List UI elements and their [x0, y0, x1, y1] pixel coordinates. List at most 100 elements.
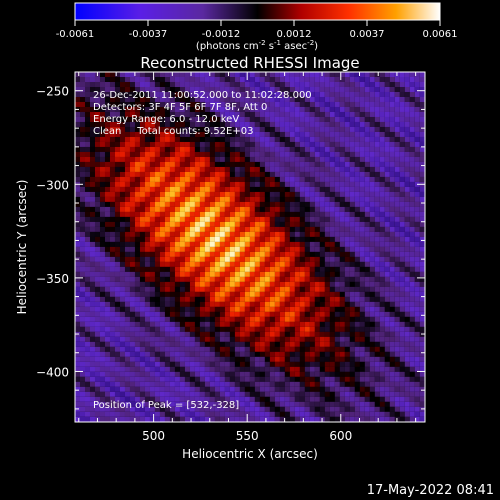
- heatmap-cell: [114, 236, 120, 242]
- heatmap-cell: [424, 121, 425, 127]
- heatmap-cell: [294, 296, 300, 302]
- heatmap-cell: [139, 251, 145, 257]
- heatmap-cell: [134, 126, 140, 132]
- heatmap-cell: [139, 316, 145, 322]
- heatmap-cell: [199, 401, 205, 407]
- heatmap-cell: [124, 171, 130, 177]
- heatmap-cell: [119, 271, 125, 277]
- heatmap-cell: [174, 421, 180, 422]
- heatmap-cell: [394, 371, 400, 377]
- heatmap-cell: [264, 311, 270, 317]
- heatmap-cell: [144, 286, 150, 292]
- heatmap-cell: [189, 146, 195, 152]
- heatmap-cell: [414, 346, 420, 352]
- heatmap-cell: [344, 156, 350, 162]
- heatmap-cell: [314, 116, 320, 122]
- heatmap-cell: [184, 266, 190, 272]
- heatmap-cell: [134, 346, 140, 352]
- heatmap-cell: [229, 91, 235, 97]
- heatmap-cell: [374, 141, 380, 147]
- heatmap-cell: [234, 86, 240, 92]
- heatmap-cell: [354, 171, 360, 177]
- heatmap-cell: [404, 151, 410, 157]
- heatmap-cell: [319, 196, 325, 202]
- heatmap-cell: [244, 316, 250, 322]
- heatmap-cell: [209, 331, 215, 337]
- heatmap-cell: [79, 421, 85, 422]
- heatmap-cell: [414, 236, 420, 242]
- heatmap-cell: [379, 276, 385, 282]
- heatmap-cell: [379, 341, 385, 347]
- heatmap-cell: [304, 331, 310, 337]
- heatmap-cell: [354, 266, 360, 272]
- heatmap-cell: [374, 251, 380, 257]
- heatmap-cell: [324, 251, 330, 257]
- heatmap-cell: [104, 181, 110, 187]
- heatmap-cell: [389, 121, 395, 127]
- heatmap-cell: [239, 211, 245, 217]
- heatmap-cell: [129, 216, 135, 222]
- heatmap-cell: [194, 72, 200, 77]
- heatmap-cell: [299, 131, 305, 137]
- heatmap-cell: [179, 206, 185, 212]
- heatmap-cell: [84, 176, 90, 182]
- heatmap-cell: [239, 276, 245, 282]
- heatmap-cell: [329, 126, 335, 132]
- heatmap-cell: [409, 141, 415, 147]
- heatmap-cell: [354, 201, 360, 207]
- heatmap-cell: [254, 116, 260, 122]
- heatmap-cell: [374, 261, 380, 267]
- heatmap-cell: [329, 191, 335, 197]
- heatmap-cell: [334, 206, 340, 212]
- heatmap-cell: [314, 276, 320, 282]
- heatmap-cell: [414, 116, 420, 122]
- heatmap-cell: [419, 166, 425, 172]
- heatmap-cell: [379, 191, 385, 197]
- heatmap-cell: [394, 381, 400, 387]
- heatmap-cell: [284, 301, 290, 307]
- heatmap-cell: [89, 106, 95, 112]
- heatmap-cell: [229, 151, 235, 157]
- heatmap-cell: [189, 76, 195, 82]
- heatmap-cell: [354, 286, 360, 292]
- heatmap-cell: [89, 336, 95, 342]
- heatmap-cell: [354, 211, 360, 217]
- heatmap-cell: [304, 106, 310, 112]
- heatmap-cell: [349, 276, 355, 282]
- heatmap-cell: [149, 76, 155, 82]
- heatmap-cell: [224, 411, 230, 417]
- heatmap-cell: [109, 416, 115, 422]
- heatmap-cell: [249, 206, 255, 212]
- heatmap-cell: [349, 231, 355, 237]
- heatmap-cell: [379, 331, 385, 337]
- heatmap-cell: [284, 111, 290, 117]
- heatmap-cell: [419, 261, 425, 267]
- heatmap-cell: [389, 316, 395, 322]
- heatmap-cell: [294, 326, 300, 332]
- heatmap-cell: [284, 216, 290, 222]
- heatmap-cell: [224, 81, 230, 87]
- heatmap-cell: [379, 81, 385, 87]
- heatmap-cell: [349, 331, 355, 337]
- heatmap-cell: [164, 241, 170, 247]
- heatmap-cell: [394, 401, 400, 407]
- heatmap-cell: [149, 281, 155, 287]
- heatmap-cell: [379, 121, 385, 127]
- heatmap-cell: [384, 96, 390, 102]
- heatmap-cell: [194, 221, 200, 227]
- heatmap-cell: [319, 221, 325, 227]
- heatmap-cell: [144, 256, 150, 262]
- heatmap-cell: [149, 421, 155, 422]
- heatmap-cell: [129, 306, 135, 312]
- heatmap-cell: [344, 336, 350, 342]
- heatmap-cell: [404, 121, 410, 127]
- heatmap-cell: [389, 286, 395, 292]
- heatmap-cell: [424, 116, 425, 122]
- heatmap-cell: [309, 336, 315, 342]
- heatmap-cell: [104, 146, 110, 152]
- heatmap-cell: [214, 346, 220, 352]
- heatmap-cell: [324, 261, 330, 267]
- heatmap-cell: [309, 301, 315, 307]
- heatmap-cell: [399, 346, 405, 352]
- heatmap-cell: [224, 191, 230, 197]
